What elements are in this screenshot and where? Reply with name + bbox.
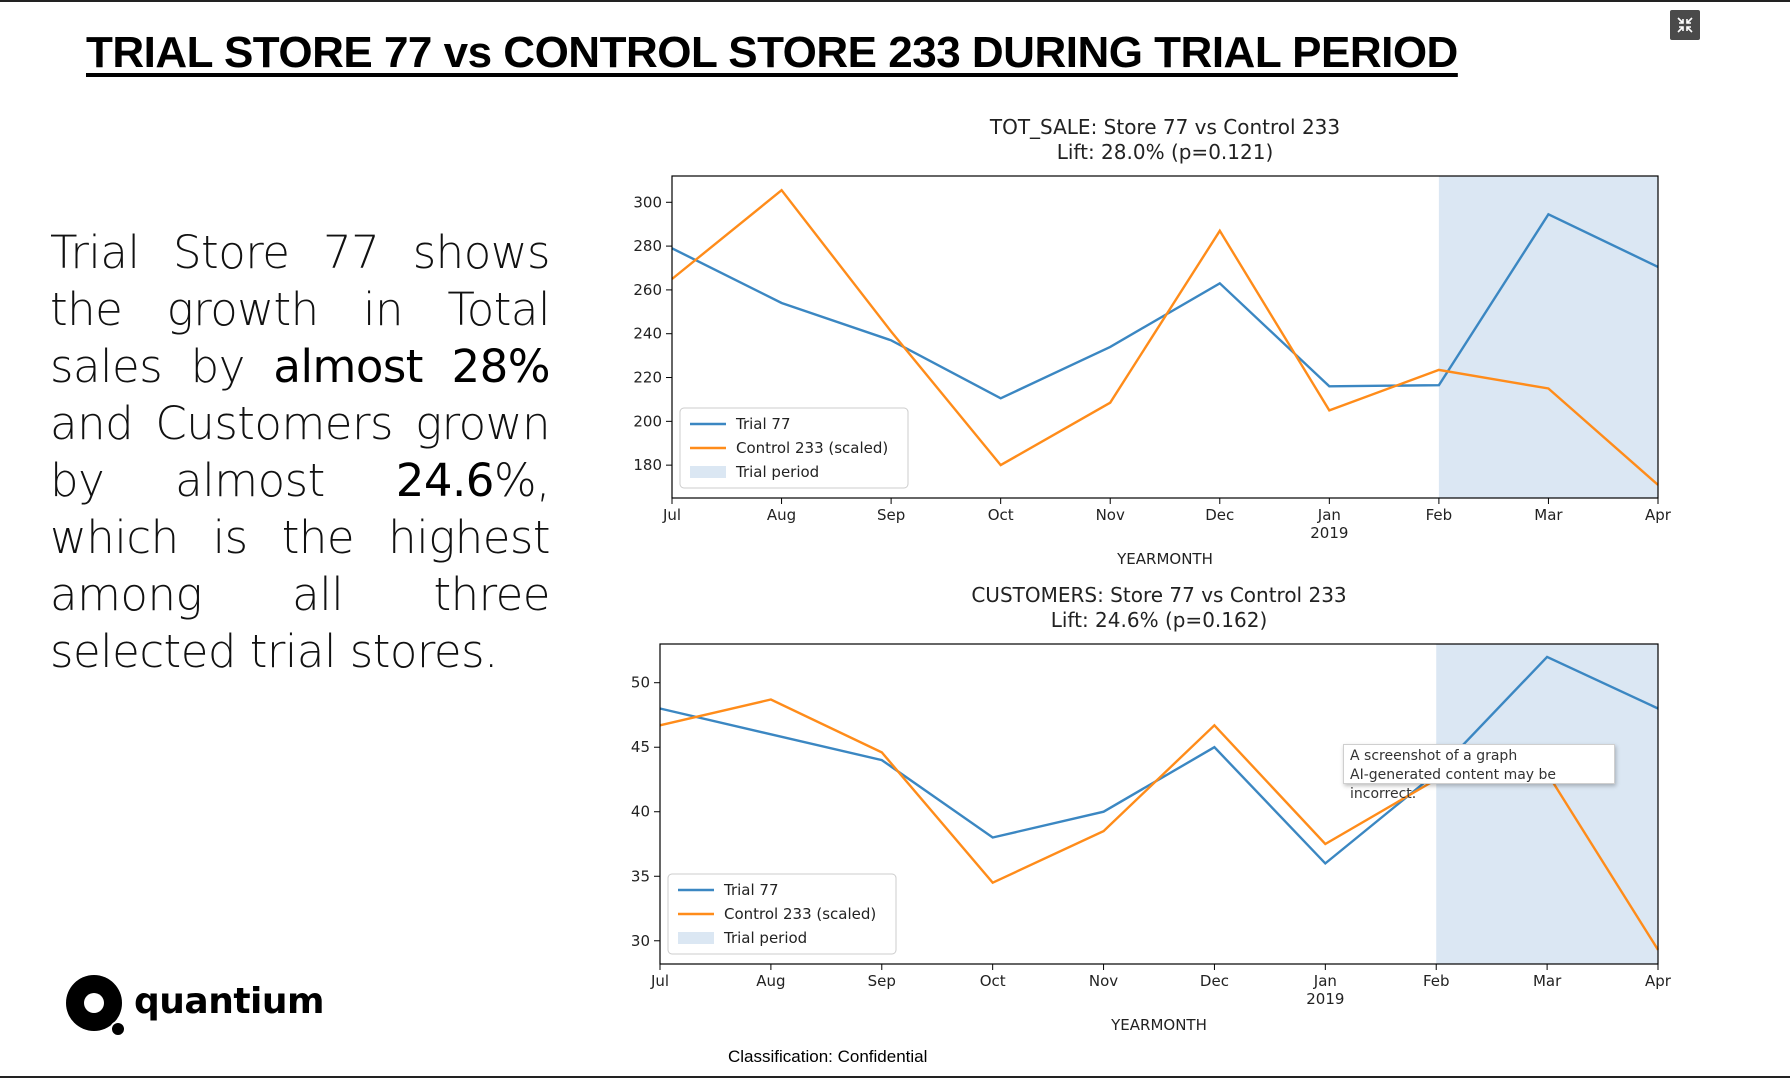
x-tick-label: Sep [868,972,896,990]
legend-swatch [690,466,726,478]
legend-label: Trial 77 [723,881,779,899]
summary-highlight-customers: 24.6 [395,454,495,507]
y-tick-label: 200 [633,412,662,430]
plot-frame [671,175,1659,499]
x-tick-label: Aug [756,972,785,990]
legend-label: Control 233 (scaled) [724,905,876,923]
tooltip-line-2: AI-generated content may be incorrect. [1350,767,1557,802]
y-tick-label: 300 [633,193,662,211]
summary-text: Trial Store 77 shows the growth in Total… [50,224,551,680]
collapse-arrows-icon [1677,17,1693,33]
x-tick-label: Sep [877,506,905,524]
legend-label: Trial 77 [735,415,791,433]
x-tick-label: Nov [1089,972,1118,990]
chart-legend: Trial 77 Control 233 (scaled) Trial period [667,873,897,955]
y-tick-label: 220 [633,369,662,387]
y-tick-label: 50 [631,674,650,692]
x-tick-label: Mar [1533,972,1562,990]
classification-footer: Classification: Confidential [728,1047,928,1066]
y-tick-label: 280 [633,237,662,255]
quantium-logo-dot [110,1021,126,1037]
x-tick-label: Mar [1534,506,1563,524]
collapse-button[interactable] [1670,10,1700,40]
x-tick-label: Jul [662,506,681,524]
x-tick-label: Jan [1317,506,1341,524]
x-tick-label: Oct [980,972,1006,990]
y-tick-label: 40 [631,803,650,821]
x-tick-label: Dec [1205,506,1234,524]
legend-label: Trial period [723,929,807,947]
customers-chart: CUSTOMERS: Store 77 vs Control 233 Lift: … [600,580,1680,1040]
x-tick-label: Apr [1645,506,1672,524]
legend-swatch [678,932,714,944]
bottom-rule [0,1076,1790,1078]
x-tick-label: Oct [988,506,1014,524]
x-tick-label: Dec [1200,972,1229,990]
y-tick-label: 260 [633,281,662,299]
x-tick-label: Apr [1645,972,1672,990]
x-tick-label: Jul [650,972,669,990]
x-tick-label: Feb [1426,506,1453,524]
x-tick-label: Feb [1423,972,1450,990]
chart-svg: CUSTOMERS: Store 77 vs Control 233Lift: … [631,583,1672,1034]
x-tick-label: Aug [767,506,796,524]
chart-title: CUSTOMERS: Store 77 vs Control 233 [971,583,1346,607]
ai-tooltip: A screenshot of a graph AI-generated con… [1343,744,1615,802]
legend-label: Trial period [735,463,819,481]
legend-box [667,873,897,955]
x-tick-label: Jan [1313,972,1337,990]
trial-period-shading [1436,644,1658,964]
chart-subtitle: Lift: 28.0% (p=0.121) [1057,140,1274,164]
summary-part-3: %, which is the highest among all three … [50,454,551,678]
x-axis-label: YEARMONTH [1116,550,1213,568]
plot-frame [659,643,1659,965]
tot-sale-chart: TOT_SALE: Store 77 vs Control 233 Lift: 2… [600,112,1680,582]
summary-highlight-sales: almost 28% [273,340,550,393]
trial-period-shading [1438,176,1658,498]
chart-subtitle: Lift: 24.6% (p=0.162) [1051,608,1268,632]
series-line-control [671,188,1659,486]
x-axis-label: YEARMONTH [1110,1016,1207,1034]
x-tick-label: Nov [1096,506,1125,524]
tooltip-line-1: A screenshot of a graph [1350,748,1518,764]
top-rule [0,0,1790,2]
slide-title: TRIAL STORE 77 vs CONTROL STORE 233 DURI… [86,28,1458,77]
y-tick-label: 30 [631,932,650,950]
chart-title: TOT_SALE: Store 77 vs Control 233 [989,115,1340,139]
y-tick-label: 240 [633,325,662,343]
logo-text: quantium [134,981,325,1022]
chart-legend: Trial 77 Control 233 (scaled) Trial period [679,407,909,489]
x-year-label: 2019 [1310,524,1348,542]
legend-label: Control 233 (scaled) [736,439,888,457]
y-tick-label: 180 [633,456,662,474]
y-tick-label: 35 [631,867,650,885]
summary-part-1: Trial Store 77 shows the growth in Total… [50,226,551,393]
summary-part-2: and Customers grown by almost [50,397,551,507]
x-year-label: 2019 [1306,990,1344,1008]
legend-box [679,407,909,489]
y-tick-label: 45 [631,738,650,756]
